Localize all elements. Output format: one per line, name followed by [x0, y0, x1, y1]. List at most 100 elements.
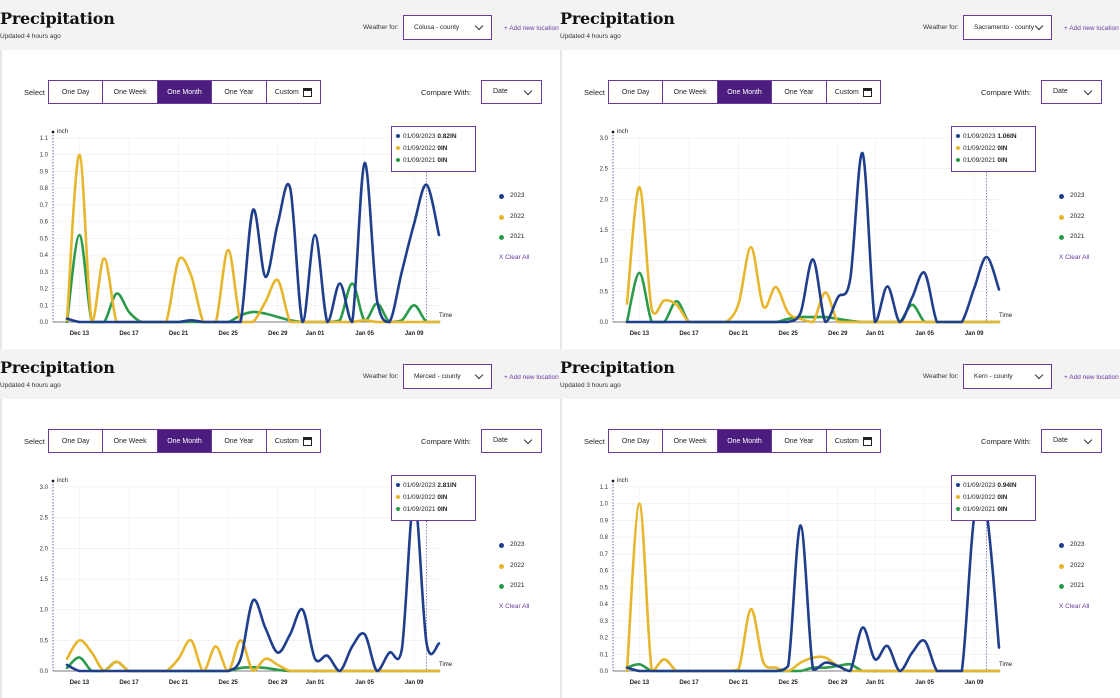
clear-all-link[interactable]: X Clear All — [499, 253, 530, 261]
location-select[interactable]: Colusa - county — [403, 15, 492, 40]
legend-item-2021[interactable]: 2021 — [1059, 582, 1089, 603]
clear-all-link[interactable]: X Clear All — [1059, 602, 1090, 610]
legend-item-2022[interactable]: 2022 — [499, 213, 529, 234]
legend-item-2022[interactable]: 2022 — [499, 562, 529, 583]
y-tick-label: 0.8 — [600, 535, 609, 541]
calendar-icon — [862, 436, 872, 446]
legend-item-2021[interactable]: 2021 — [1059, 233, 1089, 254]
range-one-month-button[interactable]: One Month — [157, 430, 213, 452]
range-one-year-button[interactable]: One Year — [212, 81, 267, 103]
tooltip-row-2022: 01/09/2022 0IN — [956, 494, 1007, 501]
range-one-year-button[interactable]: One Year — [212, 430, 267, 452]
range-label: One Day — [621, 437, 650, 445]
series-line-2021 — [65, 233, 441, 324]
select-label: Select — [24, 437, 45, 446]
range-one-week-button[interactable]: One Week — [103, 430, 158, 452]
range-one-week-button[interactable]: One Week — [103, 81, 158, 103]
y-axis-label: inch — [57, 478, 68, 484]
legend-item-2023[interactable]: 2023 — [1059, 541, 1089, 562]
add-location-link[interactable]: + Add new location — [504, 25, 559, 32]
x-tick-label: Jan 09 — [965, 331, 984, 337]
x-tick-label: Dec 29 — [828, 331, 848, 337]
location-select[interactable]: Sacramento - county — [963, 15, 1052, 40]
legend-item-2022[interactable]: 2022 — [1059, 213, 1089, 234]
range-custom-button[interactable]: Custom — [827, 430, 880, 452]
y-tick-label: 0.6 — [600, 569, 609, 575]
range-one-month-button[interactable]: One Month — [717, 81, 773, 103]
y-tick-label: 1.1 — [40, 136, 49, 142]
tooltip-row-2023: 01/09/2023 2.81IN — [396, 482, 457, 489]
range-one-day-button[interactable]: One Day — [609, 81, 664, 103]
compare-select-value: Date — [1053, 88, 1068, 95]
legend-label: 2023 — [510, 541, 525, 548]
tooltip-row-2022: 01/09/2022 0IN — [396, 145, 447, 152]
range-one-month-button[interactable]: One Month — [717, 430, 773, 452]
y-tick-label: 1.0 — [40, 153, 49, 159]
y-tick-label: 0.7 — [40, 203, 49, 209]
legend-item-2023[interactable]: 2023 — [1059, 192, 1089, 213]
legend-label: 2022 — [1070, 561, 1085, 569]
range-one-day-button[interactable]: One Day — [49, 430, 104, 452]
x-tick-label: Dec 25 — [779, 680, 799, 686]
add-location-link[interactable]: + Add new location — [1064, 25, 1119, 32]
range-one-day-button[interactable]: One Day — [49, 81, 104, 103]
range-one-year-button[interactable]: One Year — [772, 430, 827, 452]
y-tick-label: 0.5 — [40, 638, 49, 644]
range-label: One Year — [224, 88, 254, 96]
y-tick-label: 0.9 — [600, 518, 609, 524]
compare-select[interactable]: Date — [481, 80, 542, 104]
range-custom-button[interactable]: Custom — [267, 81, 320, 103]
compare-select[interactable]: Date — [1041, 80, 1102, 104]
range-one-month-button[interactable]: One Month — [157, 81, 213, 103]
range-one-year-button[interactable]: One Year — [772, 81, 827, 103]
legend-item-2023[interactable]: 2023 — [499, 192, 529, 213]
legend-dot — [1059, 235, 1064, 240]
x-tick-label: Dec 17 — [119, 680, 139, 686]
chart-tooltip: 01/09/2023 2.81IN 01/09/2022 0IN 01/09/2… — [391, 475, 476, 521]
x-tick-label: Jan 09 — [405, 680, 424, 686]
page-title: Precipitation — [560, 9, 675, 28]
compare-select[interactable]: Date — [1041, 429, 1102, 453]
add-location-link[interactable]: + Add new location — [1064, 374, 1119, 381]
legend-item-2023[interactable]: 2023 — [499, 541, 529, 562]
y-axis-cap — [611, 130, 615, 134]
page-title: Precipitation — [560, 358, 675, 377]
range-custom-button[interactable]: Custom — [267, 430, 320, 452]
legend-item-2021[interactable]: 2021 — [499, 582, 529, 603]
compare-select-value: Date — [1053, 437, 1068, 444]
tooltip-row-2022: 01/09/2022 0IN — [396, 494, 447, 501]
legend-label: 2021 — [510, 233, 525, 240]
clear-all-link[interactable]: X Clear All — [1059, 253, 1090, 261]
precipitation-line-chart: 0.0 0.5 1.0 1.5 2.0 2.5 3.0 Dec 13 Dec 17 Dec 21 D… — [600, 129, 1013, 337]
x-axis-label: Time — [999, 313, 1013, 319]
x-tick-label: Dec 21 — [729, 331, 749, 337]
legend-dot — [499, 584, 504, 589]
location-select-value: Kern - county — [974, 373, 1013, 380]
range-custom-button[interactable]: Custom — [827, 81, 880, 103]
location-select[interactable]: Kern - county — [963, 364, 1052, 389]
chart-tooltip: 01/09/2023 1.06IN 01/09/2022 0IN 01/09/2… — [951, 126, 1036, 172]
legend-item-2021[interactable]: 2021 — [499, 233, 529, 254]
calendar-icon — [862, 87, 872, 97]
compare-select[interactable]: Date — [481, 429, 542, 453]
compare-with-label: Compare With: — [421, 88, 472, 97]
legend-item-2022[interactable]: 2022 — [1059, 562, 1089, 583]
location-select[interactable]: Merced - county — [403, 364, 492, 389]
legend-dot — [499, 563, 504, 569]
legend-dot — [1059, 584, 1064, 589]
panel-divider — [0, 0, 2, 349]
range-label: One Month — [727, 437, 762, 445]
range-label: One Month — [167, 437, 202, 445]
tooltip-date: 01/09/2022 — [403, 494, 436, 501]
range-one-week-button[interactable]: One Week — [663, 430, 718, 452]
legend-dot — [1059, 194, 1064, 199]
weather-for-label: Weather for: — [363, 24, 399, 31]
updated-timestamp: Updated 4 hours ago — [560, 33, 621, 40]
range-one-week-button[interactable]: One Week — [663, 81, 718, 103]
y-tick-label: 0.0 — [600, 320, 609, 326]
clear-all-link[interactable]: X Clear All — [499, 602, 530, 610]
y-axis-label: inch — [617, 478, 628, 484]
series-dot — [396, 158, 400, 162]
add-location-link[interactable]: + Add new location — [504, 374, 559, 381]
range-one-day-button[interactable]: One Day — [609, 430, 664, 452]
